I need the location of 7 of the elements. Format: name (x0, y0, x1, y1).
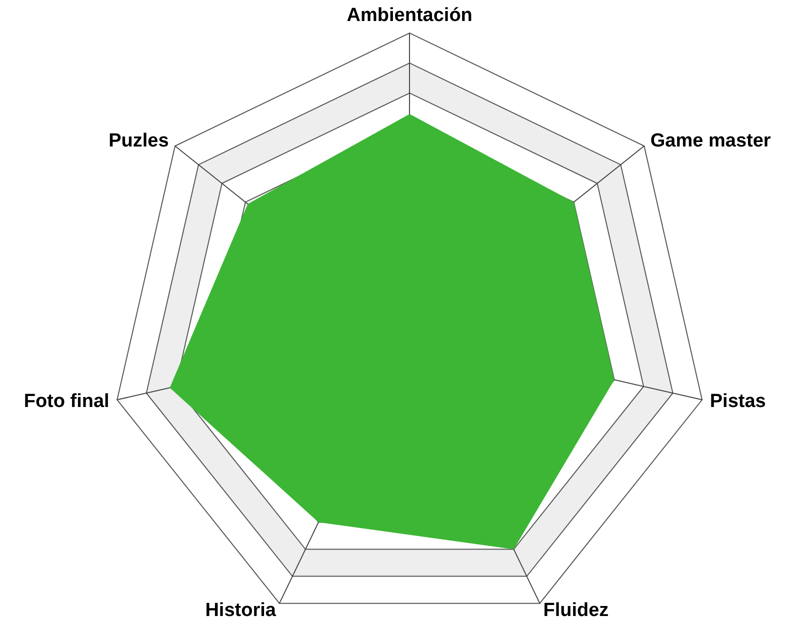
spoke-label: Foto final (24, 391, 110, 412)
spoke-label: Ambientación (346, 5, 472, 26)
spoke-label: Game master (650, 130, 772, 152)
spoke-label: Pistas (710, 391, 766, 412)
spoke-label: Puzles (108, 130, 169, 152)
spoke-label: Fluidez (543, 600, 609, 622)
spoke-label: Historia (205, 600, 276, 622)
